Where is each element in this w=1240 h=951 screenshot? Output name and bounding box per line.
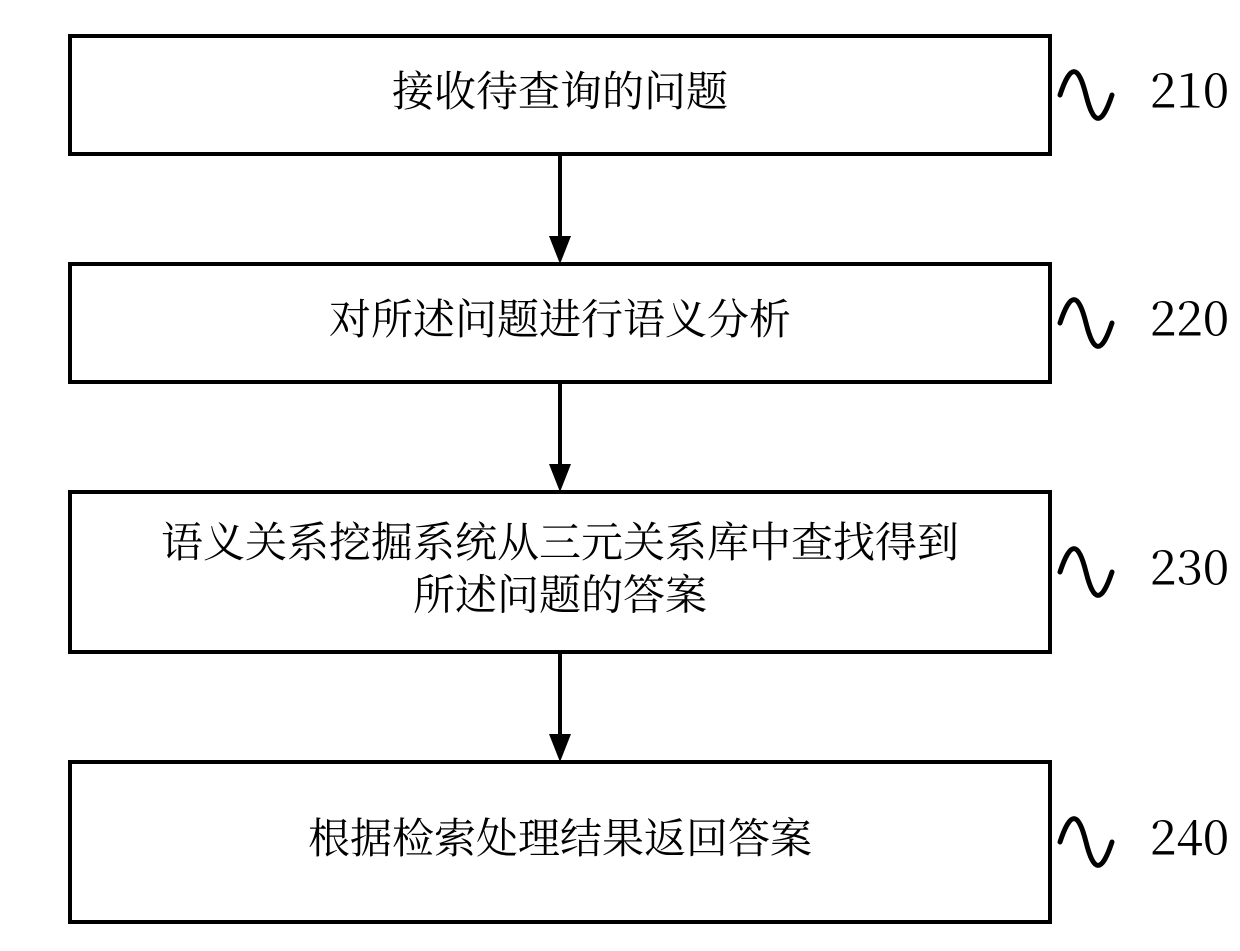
flow-box-text: 接收待查询的问题	[392, 59, 728, 119]
connector-squiggle	[1060, 300, 1112, 347]
step-label: 210	[1150, 52, 1229, 121]
step-220: 对所述问题进行语义分析 220	[70, 264, 1229, 382]
flow-box-text: 对所述问题进行语义分析	[329, 287, 791, 347]
connector-squiggle	[1060, 819, 1112, 866]
flow-arrow-head	[549, 236, 571, 264]
step-230: 语义关系挖掘系统从三元关系库中查找得到所述问题的答案230	[70, 492, 1229, 652]
step-240: 根据检索处理结果返回答案 240	[70, 762, 1229, 922]
step-label: 220	[1150, 280, 1229, 349]
flow-box-text: 根据检索处理结果返回答案	[308, 806, 812, 866]
step-label: 230	[1150, 529, 1229, 598]
connector-squiggle	[1060, 72, 1112, 119]
step-210: 接收待查询的问题 210	[70, 36, 1229, 154]
connector-squiggle	[1060, 549, 1112, 596]
flow-arrow-head	[549, 464, 571, 492]
flow-arrow-head	[549, 734, 571, 762]
step-label: 240	[1150, 799, 1229, 868]
flowchart-diagram: 接收待查询的问题 210 对所述问题进行语义分析 220 语义关系挖掘系统从三元关系库中…	[0, 0, 1240, 951]
